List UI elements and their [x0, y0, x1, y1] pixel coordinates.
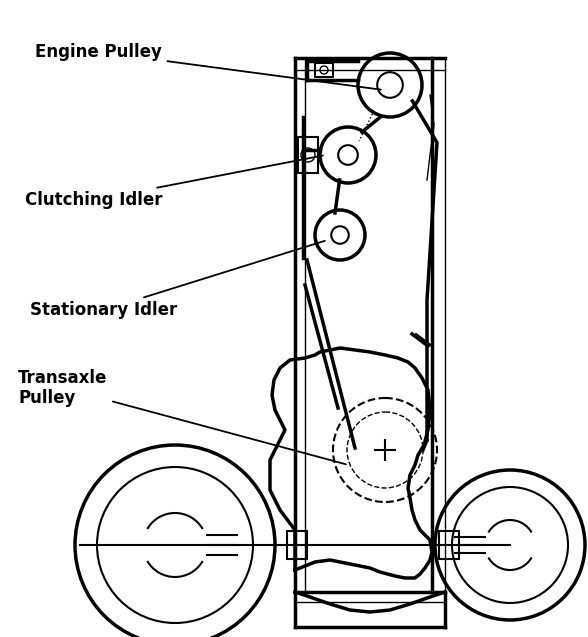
- Text: Stationary Idler: Stationary Idler: [30, 241, 325, 319]
- FancyBboxPatch shape: [298, 137, 318, 173]
- Text: Clutching Idler: Clutching Idler: [25, 155, 323, 209]
- Text: Transaxle
Pulley: Transaxle Pulley: [18, 369, 346, 464]
- Text: Engine Pulley: Engine Pulley: [35, 43, 381, 90]
- FancyBboxPatch shape: [439, 531, 459, 559]
- FancyBboxPatch shape: [287, 531, 307, 559]
